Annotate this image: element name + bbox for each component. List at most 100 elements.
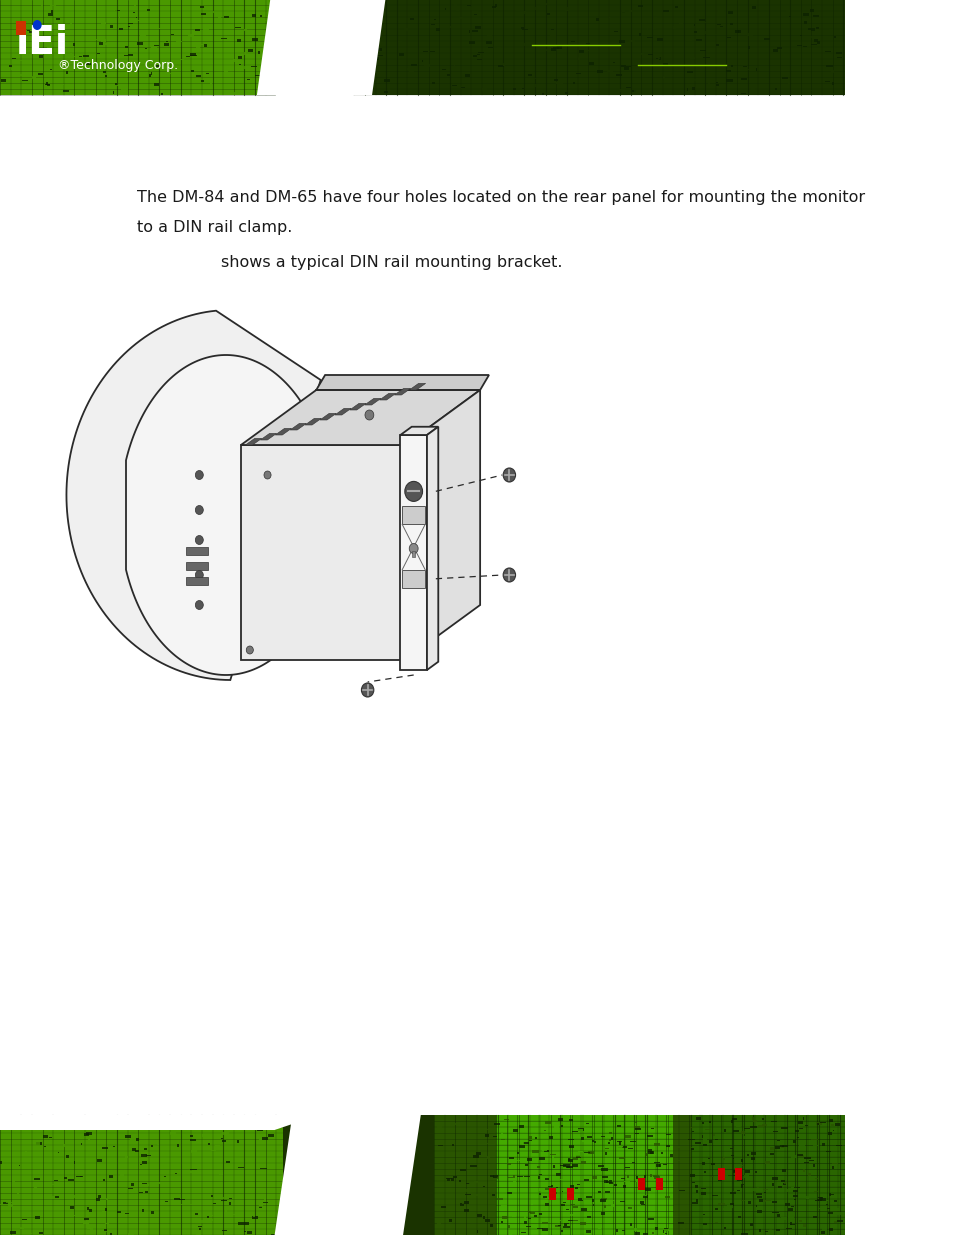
Bar xyxy=(749,1126,756,1128)
Bar xyxy=(747,46,749,49)
Bar xyxy=(156,91,159,95)
Bar xyxy=(398,53,403,56)
Bar xyxy=(494,1123,499,1125)
Circle shape xyxy=(195,571,203,579)
Bar xyxy=(575,1153,579,1156)
Bar xyxy=(527,74,532,77)
Bar xyxy=(693,79,700,82)
Bar xyxy=(551,1186,552,1187)
Bar xyxy=(262,1137,267,1140)
Bar xyxy=(769,1147,774,1150)
Bar xyxy=(436,54,439,57)
Bar xyxy=(729,1203,734,1207)
Bar xyxy=(774,1146,780,1149)
Bar xyxy=(686,70,692,73)
Bar xyxy=(528,1136,531,1139)
Bar xyxy=(830,1124,834,1126)
Bar xyxy=(466,1177,468,1179)
Bar xyxy=(552,47,558,49)
Bar xyxy=(537,1176,539,1179)
Bar xyxy=(244,1221,249,1225)
Text: to a DIN rail clamp.: to a DIN rail clamp. xyxy=(137,220,293,235)
Bar xyxy=(88,1137,91,1140)
Bar xyxy=(566,1188,574,1200)
Bar xyxy=(534,1215,537,1216)
Bar xyxy=(573,1195,578,1199)
Bar xyxy=(520,27,524,28)
Bar xyxy=(436,1126,441,1128)
Bar xyxy=(735,1168,741,1179)
Bar xyxy=(673,26,675,28)
Bar xyxy=(724,70,730,72)
Bar xyxy=(3,1202,8,1204)
Bar xyxy=(781,1179,784,1182)
Bar xyxy=(620,65,625,67)
Bar xyxy=(72,43,75,46)
Bar xyxy=(642,1195,648,1198)
Polygon shape xyxy=(379,394,395,400)
Bar xyxy=(530,1203,533,1205)
Bar xyxy=(476,1230,477,1233)
Bar xyxy=(758,1125,762,1128)
Bar xyxy=(722,1157,724,1160)
Bar xyxy=(749,1223,752,1226)
Bar xyxy=(424,64,429,67)
Bar xyxy=(64,1123,70,1126)
Bar xyxy=(696,62,701,64)
Bar xyxy=(600,1212,604,1215)
Bar xyxy=(226,1161,230,1163)
Bar xyxy=(687,61,689,63)
Bar xyxy=(709,91,712,94)
Bar xyxy=(549,1188,556,1200)
Polygon shape xyxy=(404,390,479,659)
Bar xyxy=(726,1205,732,1208)
Bar xyxy=(567,1158,573,1162)
Bar xyxy=(0,1161,2,1165)
Bar xyxy=(653,1176,659,1179)
Bar xyxy=(382,33,385,35)
Bar xyxy=(12,1179,15,1183)
Bar xyxy=(409,70,414,73)
Bar xyxy=(564,7,571,9)
Bar xyxy=(700,1192,705,1195)
Bar xyxy=(836,52,841,54)
Bar xyxy=(609,1139,611,1141)
Text: The DM-84 and DM-65 have four holes located on the rear panel for mounting the m: The DM-84 and DM-65 have four holes loca… xyxy=(137,190,864,205)
Bar xyxy=(836,1212,841,1215)
Bar xyxy=(224,1126,227,1128)
Bar xyxy=(145,1191,148,1193)
Bar xyxy=(10,1231,16,1234)
Bar xyxy=(535,1137,537,1139)
Bar xyxy=(195,75,201,77)
Bar xyxy=(502,63,504,65)
Bar xyxy=(819,1197,822,1200)
Bar xyxy=(98,1195,101,1198)
Bar xyxy=(209,1124,212,1128)
Bar xyxy=(384,79,390,82)
Bar xyxy=(476,1194,480,1195)
Bar xyxy=(802,1224,805,1228)
Bar xyxy=(797,1153,801,1156)
Bar xyxy=(99,42,103,44)
Bar xyxy=(771,1183,774,1186)
Bar xyxy=(625,1172,629,1174)
Bar xyxy=(136,1137,139,1141)
Bar xyxy=(526,1158,532,1161)
Bar xyxy=(67,1155,69,1158)
Bar xyxy=(663,1229,668,1231)
Bar xyxy=(756,1210,761,1213)
Bar xyxy=(647,1218,653,1220)
Bar xyxy=(521,1142,524,1145)
Bar xyxy=(112,91,114,94)
Bar xyxy=(628,1165,632,1166)
Bar xyxy=(662,10,668,12)
Bar xyxy=(86,1128,91,1129)
Bar xyxy=(464,14,466,15)
Bar xyxy=(132,1149,136,1151)
Bar xyxy=(552,1171,558,1173)
Polygon shape xyxy=(335,409,351,415)
Bar xyxy=(402,506,425,525)
Bar xyxy=(836,31,842,35)
Bar xyxy=(622,1146,626,1149)
Bar xyxy=(600,1198,606,1200)
